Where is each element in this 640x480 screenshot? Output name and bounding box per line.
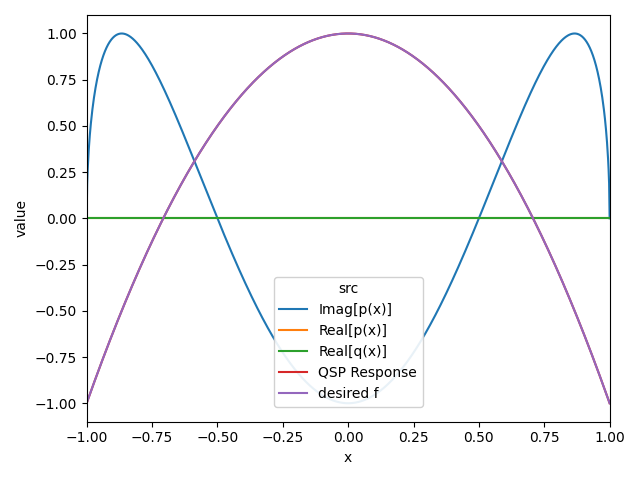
QSP Response	[344, 31, 352, 36]
Imag[p(x)]	[443, 289, 451, 295]
Imag[p(x)]	[492, 174, 499, 180]
desired f	[442, 83, 450, 88]
Real[q(x)]	[442, 216, 450, 221]
Real[q(x)]	[606, 216, 614, 221]
desired f	[344, 31, 352, 36]
QSP Response	[606, 400, 614, 406]
Line: QSP Response: QSP Response	[86, 34, 610, 403]
X-axis label: x: x	[344, 451, 352, 465]
Imag[p(x)]	[314, 389, 321, 395]
Real[p(x)]	[606, 216, 614, 221]
Real[p(x)]	[442, 216, 450, 221]
Real[q(x)]	[491, 216, 499, 221]
QSP Response	[83, 400, 90, 406]
Imag[p(x)]	[137, 45, 145, 50]
Real[p(x)]	[491, 216, 499, 221]
desired f	[83, 400, 90, 406]
QSP Response	[136, 265, 144, 271]
Legend: Imag[p(x)], Real[p(x)], Real[q(x)], QSP Response, desired f: Imag[p(x)], Real[p(x)], Real[q(x)], QSP …	[274, 277, 422, 407]
Real[q(x)]	[313, 216, 321, 221]
Real[q(x)]	[500, 216, 508, 221]
desired f	[136, 265, 144, 271]
Real[p(x)]	[294, 216, 302, 221]
Real[q(x)]	[83, 216, 90, 221]
QSP Response	[294, 44, 302, 50]
Imag[p(x)]	[83, 216, 90, 221]
desired f	[294, 44, 302, 50]
QSP Response	[491, 147, 499, 153]
desired f	[500, 163, 508, 168]
Imag[p(x)]	[295, 371, 303, 377]
Real[p(x)]	[136, 216, 144, 221]
Real[p(x)]	[83, 216, 90, 221]
Imag[p(x)]	[501, 151, 509, 156]
desired f	[606, 400, 614, 406]
QSP Response	[313, 36, 321, 42]
QSP Response	[442, 83, 450, 88]
Y-axis label: value: value	[15, 199, 29, 238]
Imag[p(x)]	[344, 400, 352, 406]
Imag[p(x)]	[606, 216, 614, 221]
Real[p(x)]	[313, 216, 321, 221]
desired f	[491, 147, 499, 153]
Line: Imag[p(x)]: Imag[p(x)]	[86, 34, 610, 403]
Real[q(x)]	[136, 216, 144, 221]
Real[q(x)]	[294, 216, 302, 221]
Real[p(x)]	[500, 216, 508, 221]
Imag[p(x)]	[118, 31, 125, 36]
Line: desired f: desired f	[86, 34, 610, 403]
desired f	[313, 36, 321, 42]
QSP Response	[500, 163, 508, 168]
